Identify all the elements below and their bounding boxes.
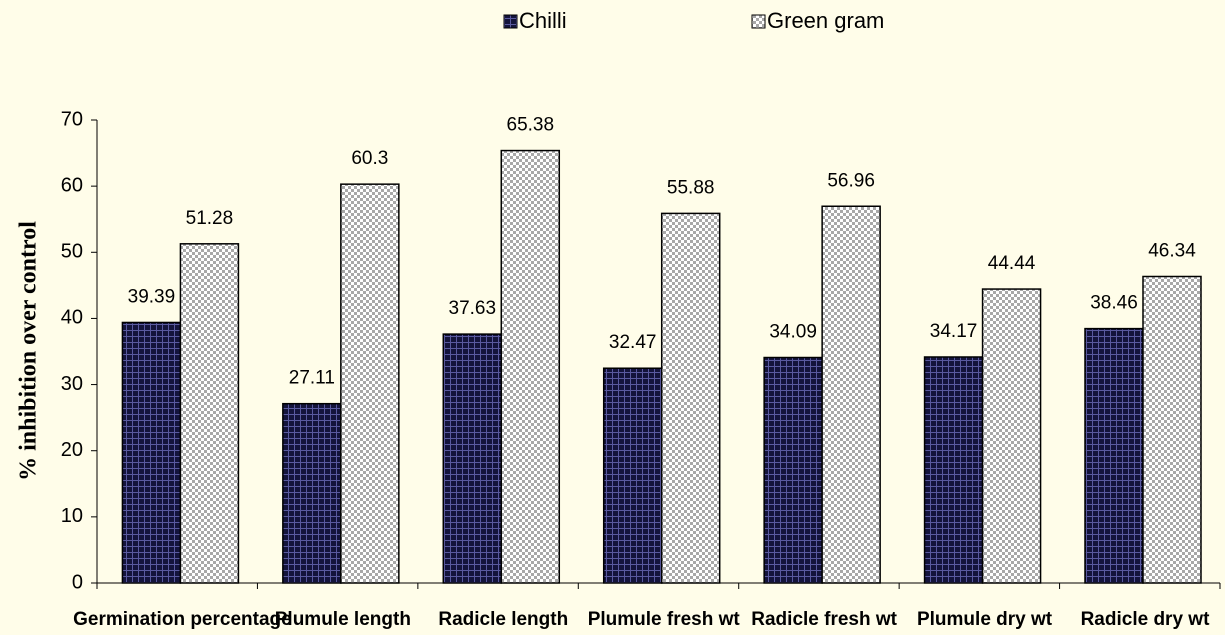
bar [442,333,503,584]
value-label: 56.96 [827,170,875,191]
x-tick-label: Plumule fresh wt [588,609,741,630]
legend-swatch [503,14,518,29]
bar [981,288,1042,584]
value-label: 32.47 [609,332,657,353]
x-tick-label: Radicle fresh wt [751,609,897,630]
value-label: 39.39 [128,286,176,307]
bar [821,205,881,584]
value-label: 60.3 [351,148,388,169]
bar [923,356,984,584]
bar [282,402,342,584]
y-tick-label: 60 [61,174,83,196]
x-tick-label: Radicle length [438,609,568,630]
y-axis-label: % inhibition over control [16,221,42,481]
value-label: 27.11 [289,368,335,389]
y-tick-label: 50 [61,241,83,263]
y-tick-label: 10 [61,505,83,527]
value-label: 37.63 [449,298,497,319]
value-label: 65.38 [507,115,555,136]
value-label: 44.44 [988,253,1036,274]
bar [179,243,240,584]
y-tick-label: 70 [61,108,83,130]
bar [660,212,721,584]
y-tick-label: 20 [61,439,83,461]
value-label: 46.34 [1148,241,1196,262]
y-tick-label: 30 [61,373,83,395]
legend-label: Chilli [519,8,567,33]
bar [500,149,561,584]
y-tick-label: 0 [72,571,83,593]
bar [121,321,182,584]
bar [763,356,823,584]
x-tick-label: Plumule dry wt [917,609,1053,630]
value-label: 34.09 [769,322,817,343]
legend-label: Green gram [767,8,884,33]
bar [602,367,663,584]
x-tick-label: Radicle dry wt [1081,609,1210,630]
y-tick-label: 40 [61,307,83,329]
value-label: 34.17 [930,321,978,342]
x-tick-label: Germination percentage [73,609,292,630]
value-label: 38.46 [1090,293,1138,314]
bar [340,183,400,584]
bar [1084,327,1144,584]
x-tick-label: Plumule length [275,609,411,630]
value-label: 55.88 [667,177,715,198]
bar [1142,275,1202,584]
value-label: 51.28 [186,208,234,229]
legend-swatch [751,14,766,29]
